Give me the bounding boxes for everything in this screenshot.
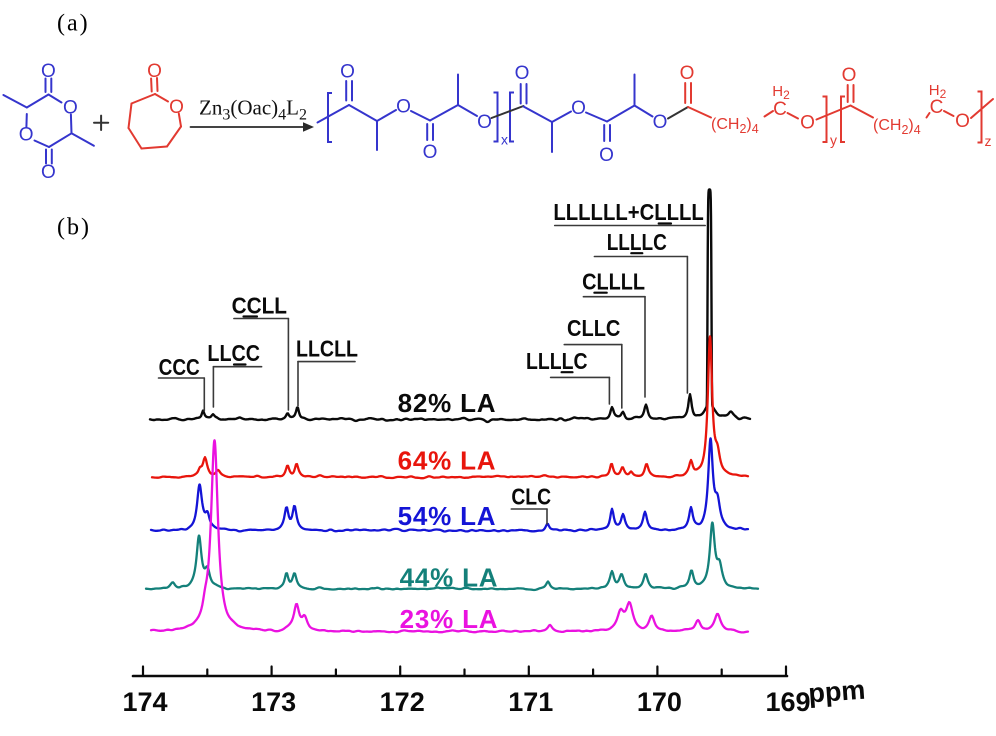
svg-text:O: O [842, 65, 857, 86]
svg-text:O: O [800, 113, 815, 134]
svg-text:LLLLC: LLLLC [526, 348, 588, 374]
svg-text:CCLL: CCLL [232, 293, 287, 319]
svg-text:ppm: ppm [807, 675, 866, 709]
svg-text:z: z [985, 133, 992, 149]
svg-text:x: x [501, 132, 508, 148]
svg-text:O: O [955, 111, 970, 132]
svg-text:174: 174 [122, 687, 167, 717]
svg-text:170: 170 [637, 687, 682, 717]
svg-text:44% LA: 44% LA [400, 563, 499, 593]
svg-text:O: O [599, 145, 614, 166]
svg-text:O: O [423, 142, 438, 163]
svg-text:O: O [340, 62, 355, 83]
svg-text:O: O [41, 61, 56, 82]
svg-text:y: y [830, 132, 837, 148]
svg-text:O: O [396, 97, 411, 118]
svg-text:(b): (b) [57, 215, 91, 241]
svg-text:LLLLC: LLLLC [607, 229, 667, 255]
svg-text:O: O [19, 124, 34, 145]
svg-text:C: C [773, 99, 787, 120]
svg-text:LLCC: LLCC [207, 340, 260, 366]
svg-text:CCC: CCC [159, 354, 200, 380]
svg-text:171: 171 [508, 687, 553, 717]
svg-text:(a): (a) [57, 11, 90, 37]
svg-text:LLCLL: LLCLL [296, 336, 358, 362]
svg-text:169: 169 [765, 687, 810, 717]
svg-text:82% LA: 82% LA [398, 388, 497, 418]
svg-text:O: O [571, 98, 586, 119]
svg-text:54% LA: 54% LA [398, 501, 497, 531]
svg-text:O: O [169, 97, 184, 118]
svg-text:LLLLLL+CLLLL: LLLLLL+CLLLL [553, 199, 703, 225]
svg-text:O: O [515, 63, 530, 84]
svg-text:23% LA: 23% LA [400, 604, 499, 634]
svg-text:64% LA: 64% LA [398, 446, 497, 476]
svg-text:O: O [477, 112, 492, 133]
svg-text:172: 172 [380, 687, 425, 717]
svg-text:CLLLL: CLLLL [582, 269, 645, 295]
svg-text:O: O [63, 98, 78, 119]
svg-text:CLLC: CLLC [567, 315, 620, 341]
svg-text:Zn3(Oac)4L2: Zn3(Oac)4L2 [199, 96, 307, 124]
svg-text:O: O [680, 63, 695, 84]
svg-text:O: O [41, 162, 56, 183]
svg-text:O: O [147, 61, 162, 82]
svg-text:O: O [653, 112, 668, 133]
svg-text:173: 173 [251, 687, 296, 717]
svg-text:CLC: CLC [511, 484, 551, 510]
